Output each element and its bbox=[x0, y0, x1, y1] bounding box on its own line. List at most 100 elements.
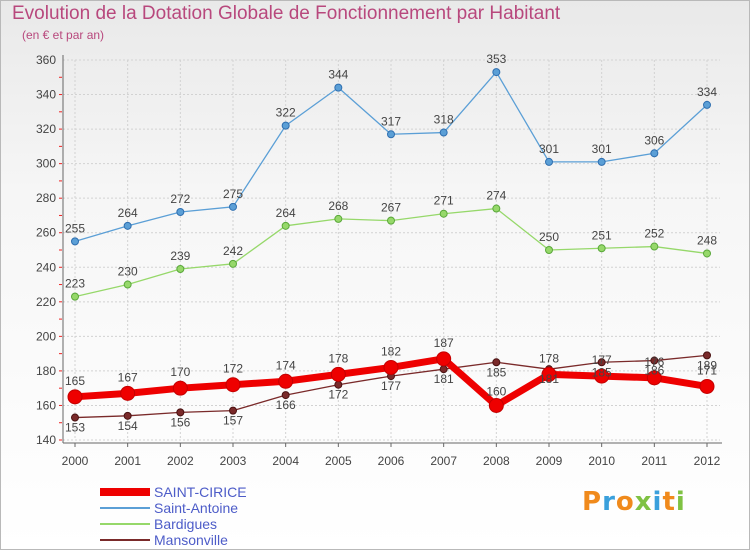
data-label: 170 bbox=[170, 365, 190, 379]
data-point bbox=[334, 83, 343, 92]
data-point bbox=[439, 209, 448, 218]
data-point bbox=[492, 204, 501, 213]
data-point bbox=[387, 130, 395, 139]
data-point bbox=[281, 391, 290, 400]
data-point bbox=[545, 157, 553, 166]
data-point bbox=[71, 413, 79, 422]
data-label: 230 bbox=[118, 265, 138, 279]
data-point bbox=[172, 380, 188, 396]
data-label: 172 bbox=[328, 388, 348, 402]
x-tick-label: 2010 bbox=[588, 454, 615, 468]
legend-swatch bbox=[100, 523, 150, 525]
data-label: 185 bbox=[486, 365, 506, 379]
x-tick-label: 2005 bbox=[325, 454, 352, 468]
data-point bbox=[545, 246, 553, 254]
legend-label: Mansonville bbox=[154, 532, 228, 548]
data-point bbox=[650, 149, 659, 158]
data-label: 264 bbox=[118, 206, 138, 220]
data-point bbox=[229, 259, 237, 268]
data-point bbox=[387, 216, 395, 225]
data-label: 239 bbox=[170, 249, 190, 263]
data-point bbox=[541, 366, 557, 382]
data-point bbox=[123, 221, 132, 230]
y-tick-label: 220 bbox=[36, 295, 56, 309]
legend-label: SAINT-CIRICE bbox=[154, 484, 247, 500]
legend-swatch bbox=[100, 488, 150, 496]
data-label: 250 bbox=[539, 230, 559, 244]
data-label: 156 bbox=[170, 415, 190, 429]
data-label: 187 bbox=[434, 336, 454, 350]
y-tick-label: 320 bbox=[36, 122, 56, 136]
data-label: 174 bbox=[276, 358, 296, 372]
data-point bbox=[436, 351, 452, 367]
data-label: 255 bbox=[65, 221, 85, 235]
data-point bbox=[597, 244, 606, 253]
data-label: 181 bbox=[539, 372, 559, 386]
data-point bbox=[597, 358, 606, 367]
data-point bbox=[488, 397, 504, 413]
data-point bbox=[120, 385, 136, 401]
data-label: 171 bbox=[697, 363, 717, 377]
data-label: 301 bbox=[592, 142, 612, 156]
data-point bbox=[650, 242, 659, 251]
data-label: 353 bbox=[486, 52, 506, 66]
data-label: 344 bbox=[328, 68, 348, 82]
x-tick-label: 2009 bbox=[536, 454, 563, 468]
data-label: 182 bbox=[381, 344, 401, 358]
legend-item: Mansonville bbox=[100, 532, 340, 548]
logo-letter: r bbox=[602, 487, 616, 517]
y-tick-label: 140 bbox=[36, 433, 56, 447]
legend-item: Saint-Antoine bbox=[100, 500, 340, 516]
data-label: 165 bbox=[65, 374, 85, 388]
logo-letter: i bbox=[652, 487, 663, 517]
data-label: 317 bbox=[381, 114, 401, 128]
data-point bbox=[229, 202, 237, 211]
data-label: 251 bbox=[592, 228, 612, 242]
data-point bbox=[176, 208, 185, 216]
logo-letter: t bbox=[662, 487, 676, 517]
data-label: 181 bbox=[434, 372, 454, 386]
data-point bbox=[225, 377, 241, 393]
data-label: 154 bbox=[118, 419, 138, 433]
data-label: 178 bbox=[328, 351, 348, 365]
y-tick-label: 280 bbox=[36, 191, 56, 205]
x-tick-label: 2007 bbox=[430, 454, 457, 468]
data-point bbox=[646, 370, 662, 386]
data-point bbox=[594, 368, 610, 384]
data-point bbox=[123, 411, 132, 420]
legend-swatch bbox=[100, 539, 150, 541]
data-point bbox=[492, 358, 501, 367]
data-label: 306 bbox=[644, 133, 664, 147]
data-label: 275 bbox=[223, 187, 243, 201]
y-tick-label: 160 bbox=[36, 398, 56, 412]
data-label: 334 bbox=[697, 85, 717, 99]
data-label: 157 bbox=[223, 414, 243, 428]
data-point bbox=[699, 378, 715, 394]
data-label: 167 bbox=[118, 370, 138, 384]
data-label: 272 bbox=[170, 192, 190, 206]
x-tick-label: 2011 bbox=[641, 454, 667, 468]
data-label: 177 bbox=[381, 379, 401, 393]
chart-title: Evolution de la Dotation Globale de Fonc… bbox=[12, 3, 561, 24]
x-tick-label: 2000 bbox=[62, 454, 89, 468]
y-tick-label: 260 bbox=[36, 226, 56, 240]
y-tick-label: 360 bbox=[36, 53, 56, 67]
y-tick-label: 180 bbox=[36, 364, 56, 378]
y-tick-label: 340 bbox=[36, 88, 56, 102]
data-point bbox=[703, 249, 711, 258]
data-label: 177 bbox=[592, 353, 612, 367]
data-label: 318 bbox=[434, 113, 454, 127]
x-tick-label: 2004 bbox=[272, 454, 299, 468]
data-label: 223 bbox=[65, 277, 85, 291]
legend-item: SAINT-CIRICE bbox=[100, 484, 340, 500]
legend-item: Bardigues bbox=[100, 516, 340, 532]
data-point bbox=[334, 214, 343, 223]
y-tick-label: 300 bbox=[36, 157, 56, 171]
data-point bbox=[176, 265, 185, 273]
logo-letter: o bbox=[615, 487, 635, 517]
legend: SAINT-CIRICE Saint-Antoine Bardigues Manson… bbox=[100, 484, 340, 548]
data-point bbox=[597, 157, 606, 166]
legend-swatch bbox=[100, 507, 150, 509]
